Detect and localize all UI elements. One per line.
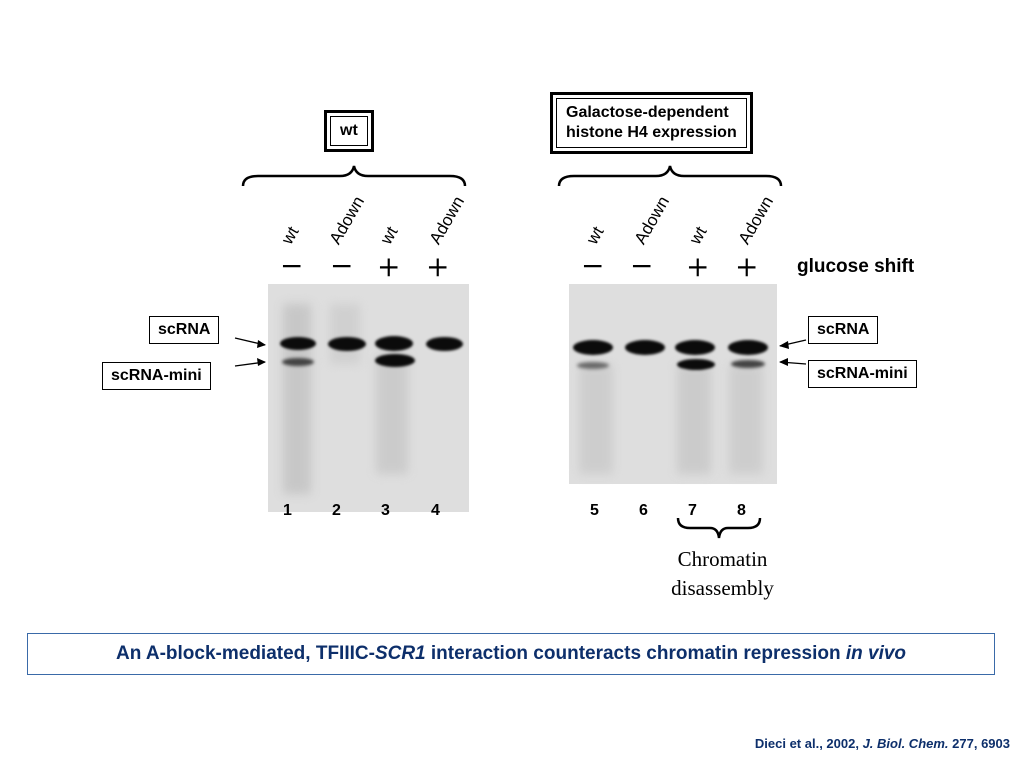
lane-1-number: 1: [283, 502, 292, 519]
right-group-brace: [557, 165, 783, 187]
lane-6-number: 6: [639, 502, 648, 519]
chromatin-note-line1: Chromatin: [677, 547, 768, 571]
lane-4-label: Adown: [425, 192, 469, 248]
citation-rest: 277, 6903: [948, 736, 1010, 751]
caption-gene: SCR1: [374, 643, 426, 664]
figure-caption: An A-block-mediated, TFIIIC-SCR1 interac…: [27, 633, 995, 675]
lane-8-label: Adown: [734, 192, 778, 248]
right-scrna-label: scRNA: [808, 316, 879, 344]
lane-8-number: 8: [737, 502, 746, 519]
lane-6-sign: −: [630, 249, 654, 282]
caption-part1: An A-block-mediated, TFIIIC-: [115, 643, 375, 664]
lane-6-label: Adown: [630, 192, 674, 248]
left-arrow-upper: [234, 337, 266, 346]
citation-journal: J. Biol. Chem.: [862, 736, 949, 751]
lane-2-label: Adown: [325, 192, 369, 248]
lane-4-sign: +: [426, 250, 450, 283]
left-arrow-lower: [234, 361, 266, 367]
glucose-shift-label: glucose shift: [797, 256, 915, 277]
right-arrow-upper: [779, 339, 807, 347]
lane-7-number: 7: [688, 502, 697, 519]
histone-group-label-line2: histone H4 expression: [566, 124, 737, 141]
citation: Dieci et al., 2002, J. Biol. Chem. 277, …: [755, 736, 1010, 751]
left-scrna-mini-label: scRNA-mini: [102, 362, 211, 390]
right-arrow-lower: [779, 361, 807, 365]
lane-7-label: wt: [685, 223, 711, 248]
caption-emphasis: in vivo: [845, 643, 907, 664]
wt-group-box: wt: [324, 110, 374, 152]
chromatin-disassembly-note: Chromatin disassembly: [655, 545, 790, 603]
lane-5-label: wt: [582, 223, 608, 248]
citation-authors: Dieci et al., 2002,: [754, 736, 863, 751]
lane-7-sign: +: [686, 250, 710, 283]
histone-group-box: Galactose-dependent histone H4 expressio…: [550, 92, 753, 154]
lane-5-number: 5: [590, 502, 599, 519]
lane-3-number: 3: [381, 502, 390, 519]
left-gel-image: [268, 284, 469, 512]
caption-part2: interaction counteracts chromatin repres…: [425, 643, 846, 664]
wt-group-label: wt: [330, 116, 368, 146]
lane-1-label: wt: [277, 223, 303, 248]
lane-3-sign: +: [377, 250, 401, 283]
lane-8-sign: +: [735, 250, 759, 283]
chromatin-note-line2: disassembly: [671, 576, 774, 600]
right-scrna-mini-label: scRNA-mini: [808, 360, 917, 388]
lane-2-number: 2: [332, 502, 341, 519]
chromatin-brace: [676, 517, 762, 539]
left-scrna-label: scRNA: [149, 316, 220, 344]
histone-group-label-line1: Galactose-dependent: [566, 104, 729, 121]
left-group-brace: [241, 165, 467, 187]
right-gel-image: [569, 284, 777, 484]
lane-3-label: wt: [376, 223, 402, 248]
lane-4-number: 4: [431, 502, 440, 519]
lane-1-sign: −: [280, 249, 304, 282]
lane-2-sign: −: [330, 249, 354, 282]
lane-5-sign: −: [581, 249, 605, 282]
